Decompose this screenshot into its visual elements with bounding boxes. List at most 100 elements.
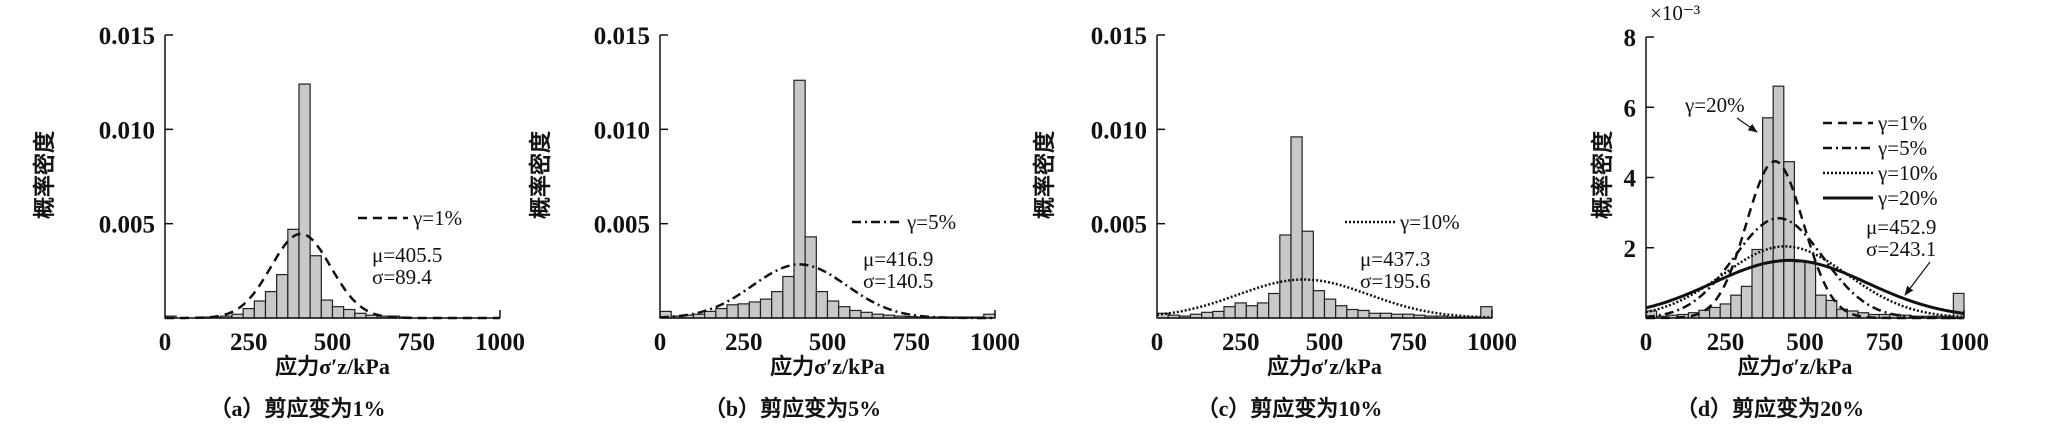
fit-curve-dashdot [1645, 217, 1964, 320]
histogram-bar [726, 304, 739, 319]
mu-annotation: μ=437.3 [1360, 247, 1430, 271]
histogram-bar [242, 307, 255, 319]
histogram-bar [1256, 302, 1270, 319]
histogram-bar [1357, 309, 1370, 319]
histogram-bar [1814, 294, 1827, 319]
histogram-bar [1698, 309, 1711, 319]
panel-c: γ=10% 0 250 500 750 1000 0.005 0.010 0.015 应力σ′z/… [1032, 23, 1517, 421]
panel-caption: （a）剪应变为1% [209, 396, 385, 421]
legend-label: γ=5% [906, 210, 956, 234]
panel-caption: （b）剪应变为5% [704, 396, 881, 421]
x-axis-label: 应力σ′z/kPa [770, 354, 885, 379]
histogram-bar [320, 299, 334, 319]
histogram-bar [1323, 298, 1337, 319]
x-tick-label: 500 [1786, 329, 1824, 356]
histogram-bar [804, 236, 817, 319]
histogram-bar [1793, 261, 1806, 319]
histogram-bar [1312, 290, 1326, 319]
y-axis-label: 概率密度 [528, 130, 553, 219]
histogram-bar [1751, 248, 1764, 319]
y-tick-label: 0.010 [594, 117, 650, 144]
mu-annotation: μ=405.5 [372, 243, 442, 267]
y-tick-label: 8 [1624, 25, 1637, 52]
histogram-bar [1480, 306, 1493, 319]
x-tick-label: 750 [1866, 329, 1904, 356]
histogram-bar [1730, 294, 1742, 319]
histogram-bar [1335, 305, 1348, 319]
y-tick-label: 0.005 [594, 212, 650, 239]
x-tick-label: 500 [809, 329, 847, 356]
y-tick-label: 0.010 [1091, 117, 1147, 144]
y-tick-label: 0.010 [99, 117, 155, 144]
y-tick-label: 0.015 [1091, 23, 1147, 50]
histogram-bar [1804, 261, 1817, 319]
y-tick-label: 0.005 [99, 212, 155, 239]
panel-a: γ=1% 0 250 500 750 1000 0.005 0.010 0.015 应力σ′z/k… [32, 23, 525, 421]
x-tick-label: 250 [230, 329, 268, 356]
histogram-bar [1245, 305, 1259, 319]
x-tick-label: 750 [1390, 329, 1428, 356]
legend-label: γ=10% [1877, 161, 1938, 185]
histogram-bar [253, 300, 267, 319]
histogram-bar [793, 79, 806, 319]
y-multiplier: ×10⁻³ [1650, 1, 1700, 25]
peak-annotation: γ=20% [1684, 93, 1745, 117]
y-tick-label: 4 [1624, 166, 1637, 193]
sigma-annotation: σ=195.6 [1360, 269, 1430, 293]
panel-d: γ=1%γ=5%γ=10%γ=20%0 250 500 750 10002468×10⁻… [1590, 1, 1989, 421]
histogram-bar [737, 303, 750, 319]
x-tick-label: 0 [654, 329, 667, 356]
histogram-bar [276, 274, 289, 319]
histogram-bar [1761, 117, 1774, 319]
histogram-bar [1290, 136, 1303, 319]
legend-label: γ=5% [1877, 136, 1927, 160]
x-tick-label: 250 [1222, 329, 1260, 356]
histogram-bar [815, 290, 829, 319]
panel-b: γ=5% 0 250 500 750 1000 0.005 0.010 0.015 应力σ′z/k… [528, 23, 1020, 421]
sigma-annotation: σ=243.1 [1866, 237, 1936, 261]
y-tick-label: 2 [1624, 236, 1637, 263]
mu-annotation: μ=416.9 [863, 247, 933, 271]
histogram-bar [771, 290, 784, 319]
sigma-annotation: σ=140.5 [863, 269, 933, 293]
histogram-bar [1719, 303, 1732, 319]
histogram-bar [759, 298, 773, 319]
histogram-bar [1234, 302, 1247, 319]
histogram-bar [826, 300, 840, 319]
fit-curve-dashed [1646, 160, 1964, 320]
peak-arrow [1736, 117, 1758, 133]
x-tick-label: 500 [1306, 329, 1344, 356]
histogram-bar [838, 306, 851, 319]
histogram-bar [704, 310, 717, 319]
fit-curve-dotted [1156, 278, 1493, 319]
x-tick-label: 1000 [1939, 329, 1989, 356]
y-tick-label: 0.005 [1091, 212, 1147, 239]
legend-label: γ=10% [1399, 210, 1460, 234]
legend-label: γ=1% [1877, 111, 1927, 135]
x-tick-label: 0 [1151, 329, 1164, 356]
histogram-bar [1223, 306, 1236, 319]
x-tick-label: 0 [1640, 329, 1653, 356]
x-tick-label: 750 [893, 329, 931, 356]
y-tick-label: 6 [1624, 95, 1637, 122]
sigma-annotation: σ=89.4 [372, 265, 432, 289]
x-tick-label: 1000 [475, 329, 525, 356]
histogram-bar [782, 275, 795, 319]
panel-caption: （c）剪应变为10% [1197, 396, 1383, 421]
y-axis-label: 概率密度 [1032, 130, 1057, 219]
x-tick-label: 250 [1707, 329, 1745, 356]
mu-annotation: μ=452.9 [1866, 215, 1936, 239]
histogram-bar [343, 308, 356, 319]
x-tick-label: 250 [725, 329, 763, 356]
histogram-bar [1708, 306, 1721, 319]
histogram-bar [1346, 308, 1359, 319]
legend-label: γ=1% [412, 206, 462, 230]
histogram-bar [1825, 299, 1838, 319]
legend-label: γ=20% [1877, 186, 1938, 210]
x-tick-label: 500 [314, 329, 352, 356]
histogram-bar [1212, 310, 1225, 319]
histogram-bar [748, 301, 762, 319]
y-tick-label: 0.015 [99, 23, 155, 50]
histogram-bar [1201, 311, 1214, 319]
